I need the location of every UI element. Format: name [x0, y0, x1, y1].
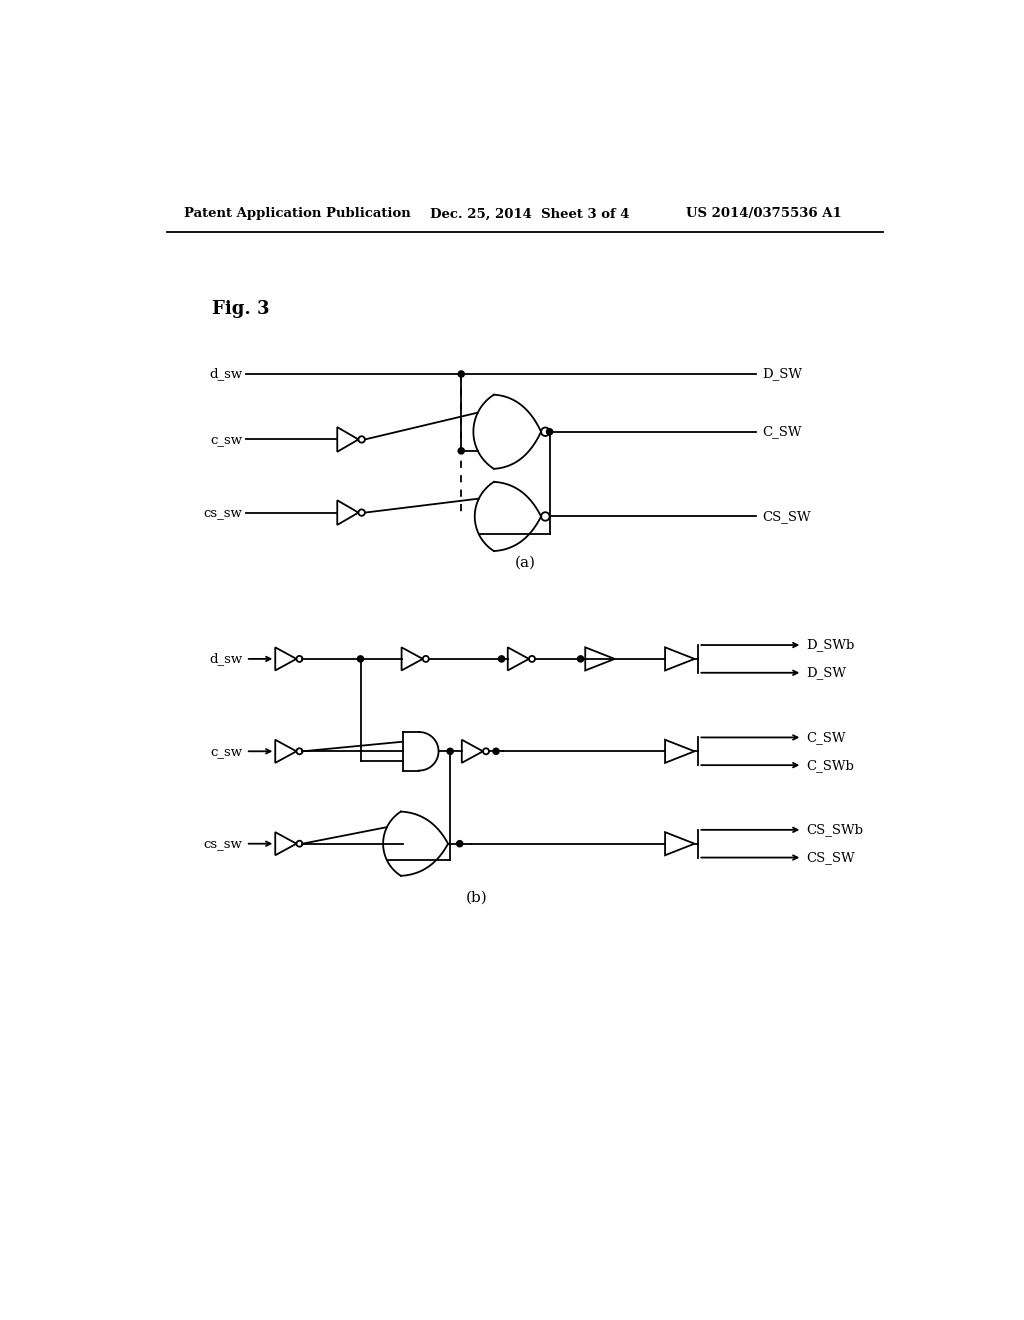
Text: d_sw: d_sw [210, 652, 243, 665]
Text: (a): (a) [514, 556, 536, 570]
Text: cs_sw: cs_sw [204, 837, 243, 850]
Text: C_SWb: C_SWb [806, 759, 854, 772]
Circle shape [578, 656, 584, 663]
Circle shape [458, 447, 464, 454]
Text: d_sw: d_sw [210, 367, 243, 380]
Text: CS_SW: CS_SW [762, 510, 811, 523]
Text: D_SW: D_SW [762, 367, 802, 380]
Circle shape [499, 656, 505, 663]
Text: D_SW: D_SW [806, 667, 846, 680]
Text: D_SWb: D_SWb [806, 639, 854, 652]
Text: C_SW: C_SW [806, 731, 846, 744]
Text: US 2014/0375536 A1: US 2014/0375536 A1 [686, 207, 842, 220]
Circle shape [457, 841, 463, 847]
Circle shape [458, 371, 464, 378]
Circle shape [447, 748, 454, 755]
Text: c_sw: c_sw [211, 744, 243, 758]
Text: C_SW: C_SW [762, 425, 802, 438]
Text: Fig. 3: Fig. 3 [212, 300, 269, 318]
Text: CS_SWb: CS_SWb [806, 824, 863, 837]
Circle shape [547, 429, 553, 434]
Text: CS_SW: CS_SW [806, 851, 855, 865]
Text: c_sw: c_sw [211, 433, 243, 446]
Circle shape [357, 656, 364, 663]
Circle shape [493, 748, 499, 755]
Text: Patent Application Publication: Patent Application Publication [183, 207, 411, 220]
Text: (b): (b) [466, 891, 487, 904]
Text: cs_sw: cs_sw [204, 506, 243, 519]
Text: Dec. 25, 2014  Sheet 3 of 4: Dec. 25, 2014 Sheet 3 of 4 [430, 207, 630, 220]
